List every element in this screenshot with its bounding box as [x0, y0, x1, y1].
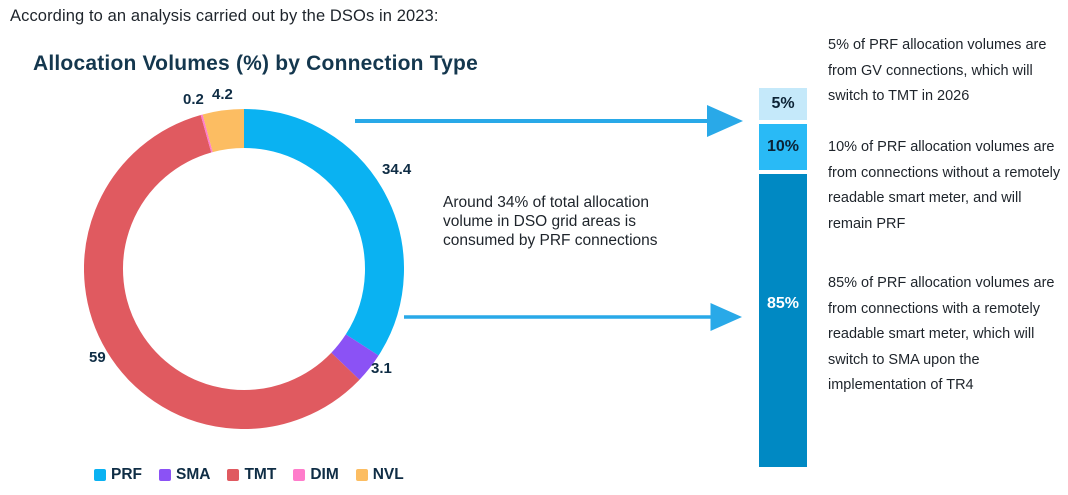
donut-value-tmt: 59	[89, 349, 106, 366]
bar-label-10pct: 10%	[766, 138, 800, 156]
donut-chart	[84, 109, 404, 429]
donut-value-nvl: 4.2	[212, 86, 233, 103]
annotation-text: Around 34% of total allocation volume in…	[443, 194, 658, 249]
intro-text: According to an analysis carried out by …	[10, 7, 439, 25]
legend-swatch-tmt	[227, 469, 240, 481]
legend-swatch-sma	[159, 469, 171, 481]
donut-segment-nvl	[202, 109, 245, 153]
bar-segment-5pct: 5%	[759, 88, 807, 121]
arrow-to-85pct-icon	[404, 303, 742, 331]
donut-value-prf: 34.4	[382, 161, 412, 178]
note-5pct: 5% of PRF allocation volumes are from GV…	[828, 37, 1047, 104]
legend-label-dim: DIM	[310, 466, 339, 483]
bar-label-5pct: 5%	[771, 95, 795, 113]
bar-segment-85pct: 85%	[759, 174, 807, 467]
chart-legend: PRF SMA TMT DIM NVL	[94, 466, 404, 484]
legend-item-nvl: NVL	[355, 466, 404, 484]
donut-segment-tmt	[84, 114, 360, 429]
donut-value-sma: 3.1	[371, 360, 392, 377]
legend-label-prf: PRF	[111, 466, 142, 483]
bar-segment-10pct: 10%	[759, 124, 807, 171]
legend-label-tmt: TMT	[244, 466, 277, 483]
legend-item-prf: PRF	[94, 466, 142, 484]
stacked-bar-chart: 5% 10% 85%	[759, 88, 807, 467]
legend-item-tmt: TMT	[227, 466, 276, 484]
legend-swatch-nvl	[355, 469, 368, 481]
legend-label-nvl: NVL	[372, 466, 404, 483]
donut-value-dim: 0.2	[183, 91, 204, 108]
legend-item-dim: DIM	[293, 466, 339, 484]
note-85pct: 85% of PRF allocation volumes are from c…	[828, 275, 1055, 393]
donut-segment-prf	[243, 109, 404, 356]
chart-title: Allocation Volumes (%) by Connection Typ…	[33, 52, 478, 75]
bar-label-85pct: 85%	[766, 294, 800, 312]
arrow-to-10pct-icon	[355, 105, 743, 137]
legend-swatch-prf	[94, 469, 106, 481]
legend-item-sma: SMA	[159, 466, 210, 484]
legend-label-sma: SMA	[176, 466, 211, 483]
note-10pct: 10% of PRF allocation volumes are from c…	[828, 139, 1061, 232]
legend-swatch-dim	[293, 469, 306, 481]
donut-segment-sma	[331, 334, 379, 380]
